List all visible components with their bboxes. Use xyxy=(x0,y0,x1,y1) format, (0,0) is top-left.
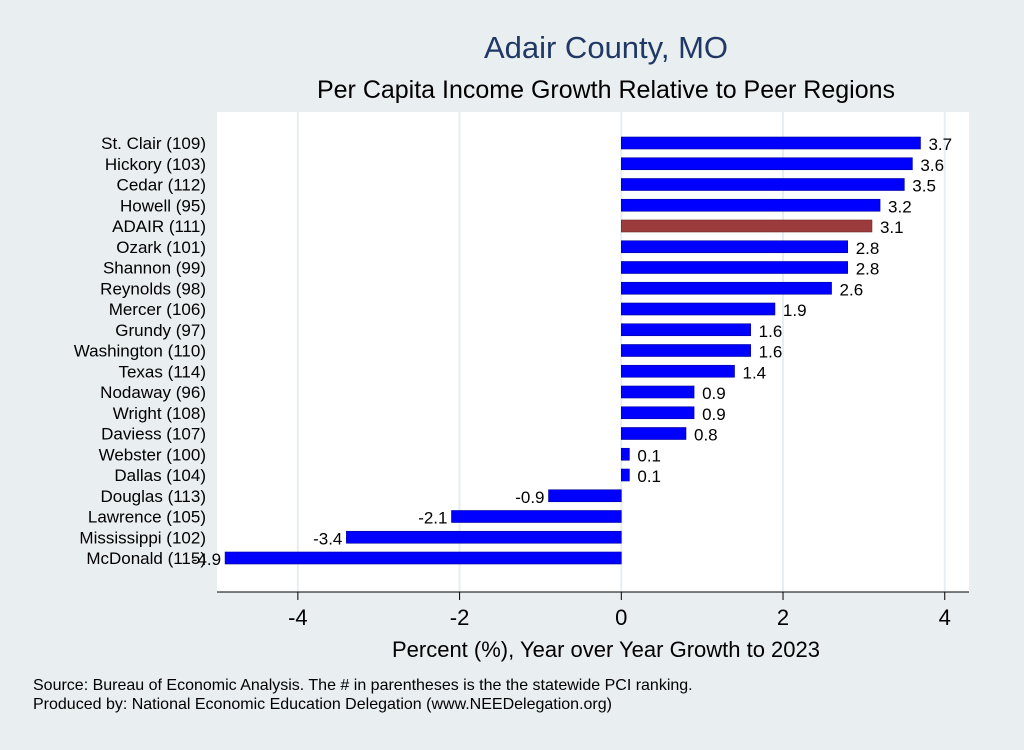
x-tick-label: 0 xyxy=(615,605,627,630)
value-label: -3.4 xyxy=(313,529,342,548)
value-label: 3.2 xyxy=(888,197,912,216)
bar xyxy=(621,219,873,233)
category-label: Hickory (103) xyxy=(105,155,206,174)
category-label: Lawrence (105) xyxy=(88,508,206,527)
value-label: 3.1 xyxy=(880,218,904,237)
value-label: 1.4 xyxy=(743,363,767,382)
chart-title: Adair County, MO xyxy=(484,30,728,65)
category-labels: St. Clair (109) Hickory (103) Cedar (112)H… xyxy=(74,134,206,568)
value-label: 2.6 xyxy=(840,280,864,299)
value-label: 3.7 xyxy=(928,135,952,154)
bar xyxy=(621,198,881,212)
category-label: Ozark (101) xyxy=(116,238,206,257)
bar xyxy=(621,136,921,150)
value-label: 0.1 xyxy=(637,446,661,465)
category-label: Daviess (107) xyxy=(101,425,206,444)
value-label: 2.8 xyxy=(856,260,880,279)
bar xyxy=(451,510,622,523)
value-label: 0.1 xyxy=(637,467,661,486)
category-label: Washington (110) xyxy=(74,342,206,361)
bar xyxy=(621,344,751,357)
category-label: St. Clair (109) xyxy=(101,134,206,153)
chart-subtitle: Per Capita Income Growth Relative to Pee… xyxy=(317,76,895,104)
value-label: 3.6 xyxy=(920,156,944,175)
category-label: Howell (95) xyxy=(120,196,206,215)
bar xyxy=(224,551,622,565)
bars xyxy=(224,136,921,565)
bar xyxy=(346,530,622,544)
bar xyxy=(621,261,849,274)
x-axis: -4 -2 0 2 4 xyxy=(217,591,969,630)
value-label: -2.1 xyxy=(418,509,447,528)
value-label: 0.9 xyxy=(702,405,726,424)
footnote-source: Source: Bureau of Economic Analysis. The… xyxy=(33,677,693,694)
value-label: 1.9 xyxy=(783,301,807,320)
bar xyxy=(548,489,622,503)
value-label: 2.8 xyxy=(856,239,880,258)
category-label: Reynolds (98) xyxy=(100,279,206,298)
category-label: Mercer (106) xyxy=(109,300,206,319)
bar xyxy=(621,157,913,171)
category-label: Douglas (113) xyxy=(100,487,206,506)
value-labels: 3.73.63.53.23.12.82.82.61.91.61.61.40.90… xyxy=(192,135,952,569)
bar xyxy=(621,468,630,482)
value-label: -0.9 xyxy=(515,488,544,507)
bar xyxy=(621,406,695,420)
value-label: 1.6 xyxy=(759,343,783,362)
category-label: Cedar (112) xyxy=(117,176,206,195)
x-tick-label: -2 xyxy=(450,605,470,630)
category-label: Shannon (99) xyxy=(103,259,206,278)
category-label: McDonald (115) xyxy=(86,549,206,568)
bar xyxy=(621,178,905,191)
category-label: Webster (100) xyxy=(99,445,206,464)
category-label: ADAIR (111) xyxy=(112,217,206,236)
category-label: Mississippi (102) xyxy=(79,528,206,547)
bar xyxy=(621,240,849,254)
bar xyxy=(621,323,751,337)
bar xyxy=(621,302,776,316)
value-label: 0.8 xyxy=(694,426,718,445)
value-label: 3.5 xyxy=(912,177,936,196)
value-label: 0.9 xyxy=(702,384,726,403)
x-axis-title: Percent (%), Year over Year Growth to 20… xyxy=(392,637,820,662)
x-tick-label: -4 xyxy=(288,605,308,630)
bar xyxy=(621,447,630,461)
category-label: Texas (114) xyxy=(118,362,206,381)
value-label: -4.9 xyxy=(192,550,221,569)
footnote-producer: Produced by: National Economic Education… xyxy=(33,696,612,713)
bar xyxy=(621,281,832,295)
x-tick-label: 2 xyxy=(777,605,789,630)
x-tick-label: 4 xyxy=(939,605,951,630)
bar xyxy=(621,364,735,378)
category-label: Nodaway (96) xyxy=(100,383,206,402)
category-label: Dallas (104) xyxy=(114,466,206,485)
value-label: 1.6 xyxy=(759,322,783,341)
category-label: Wright (108) xyxy=(113,404,206,423)
category-label: Grundy (97) xyxy=(115,321,206,340)
bar xyxy=(621,427,687,440)
bar xyxy=(621,385,695,399)
